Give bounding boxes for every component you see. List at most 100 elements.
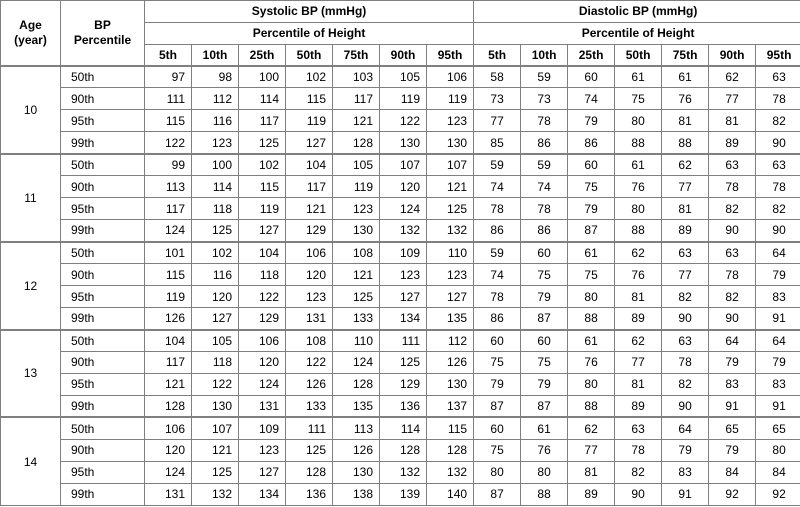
systolic-value-cell: 130 xyxy=(425,372,475,396)
diastolic-value-cell: 88 xyxy=(614,131,663,155)
systolic-value-cell: 99 xyxy=(144,152,192,177)
diastolic-value-cell: 77 xyxy=(567,438,616,462)
diastolic-value-cell: 79 xyxy=(755,350,800,374)
diastolic-value-cell: 91 xyxy=(755,394,800,418)
diastolic-value-cell: 80 xyxy=(755,438,800,462)
diastolic-value-cell: 88 xyxy=(567,307,616,331)
systolic-value-cell: 121 xyxy=(191,438,239,462)
systolic-value-cell: 111 xyxy=(379,328,427,352)
diastolic-value-cell: 79 xyxy=(661,438,710,462)
diastolic-value-cell: 81 xyxy=(614,372,663,396)
diastolic-value-cell: 76 xyxy=(614,175,663,199)
diastolic-value-cell: 58 xyxy=(473,64,522,89)
systolic-value-cell: 107 xyxy=(379,152,427,177)
diastolic-value-cell: 81 xyxy=(661,109,710,133)
systolic-value-cell: 119 xyxy=(425,87,475,111)
diastolic-value-cell: 74 xyxy=(473,263,522,287)
systolic-value-cell: 128 xyxy=(332,372,380,396)
diastolic-value-cell: 77 xyxy=(661,263,710,287)
systolic-value-cell: 120 xyxy=(191,285,239,309)
diastolic-value-cell: 62 xyxy=(614,240,663,265)
diastolic-value-cell: 78 xyxy=(473,197,522,221)
diastolic-value-cell: 63 xyxy=(708,240,757,265)
diastolic-value-cell: 90 xyxy=(661,307,710,331)
diastolic-value-cell: 87 xyxy=(473,482,522,507)
systolic-value-cell: 130 xyxy=(379,131,427,155)
systolic-value-cell: 117 xyxy=(285,175,333,199)
diastolic-value-cell: 63 xyxy=(755,152,800,177)
systolic-value-cell: 104 xyxy=(285,152,333,177)
systolic-value-cell: 121 xyxy=(144,372,192,396)
diastolic-value-cell: 80 xyxy=(520,460,569,484)
diastolic-value-cell: 63 xyxy=(661,240,710,265)
diastolic-value-cell: 88 xyxy=(567,394,616,418)
diastolic-value-cell: 75 xyxy=(520,263,569,287)
diastolic-value-cell: 79 xyxy=(708,438,757,462)
height-percentile-row: 5th 10th 25th 50th 75th 90th 95th 5th 10th 25th 50… xyxy=(1,43,800,67)
diastolic-value-cell: 82 xyxy=(614,460,663,484)
systolic-value-cell: 119 xyxy=(144,285,192,309)
systolic-value-cell: 105 xyxy=(191,328,239,352)
systolic-value-cell: 119 xyxy=(285,109,333,133)
diastolic-value-cell: 74 xyxy=(567,87,616,111)
bp-percentile-cell: 95th xyxy=(60,109,145,133)
diastolic-value-cell: 91 xyxy=(708,394,757,418)
bp-percentile-cell: 95th xyxy=(60,460,145,484)
systolic-value-cell: 114 xyxy=(191,175,239,199)
table-row: 95th 121 122 124 126 128 129 130 79 79 80 81 82 83 83 xyxy=(1,372,800,396)
diastolic-value-cell: 84 xyxy=(755,460,800,484)
systolic-value-cell: 131 xyxy=(144,482,192,507)
diastolic-value-cell: 63 xyxy=(708,152,757,177)
diastolic-value-cell: 84 xyxy=(708,460,757,484)
diastolic-value-cell: 80 xyxy=(614,109,663,133)
systolic-value-cell: 128 xyxy=(285,460,333,484)
diastolic-value-cell: 90 xyxy=(614,482,663,507)
systolic-value-cell: 119 xyxy=(379,87,427,111)
diastolic-value-cell: 61 xyxy=(520,416,569,440)
dia-height-col-header: 75th xyxy=(661,43,710,67)
systolic-value-cell: 117 xyxy=(332,87,380,111)
diastolic-value-cell: 62 xyxy=(708,64,757,89)
systolic-value-cell: 119 xyxy=(238,197,286,221)
diastolic-value-cell: 89 xyxy=(661,219,710,243)
systolic-value-cell: 107 xyxy=(425,152,475,177)
systolic-value-cell: 129 xyxy=(285,219,333,243)
bp-percentile-cell: 99th xyxy=(60,482,145,507)
systolic-value-cell: 132 xyxy=(425,219,475,243)
diastolic-value-cell: 60 xyxy=(567,64,616,89)
age-cell: 14 xyxy=(0,416,61,507)
systolic-value-cell: 111 xyxy=(285,416,333,440)
systolic-value-cell: 124 xyxy=(144,460,192,484)
diastolic-value-cell: 91 xyxy=(755,307,800,331)
diastolic-value-cell: 61 xyxy=(567,240,616,265)
systolic-value-cell: 134 xyxy=(238,482,286,507)
diastolic-value-cell: 79 xyxy=(708,350,757,374)
systolic-value-cell: 123 xyxy=(238,438,286,462)
systolic-value-cell: 112 xyxy=(425,328,475,352)
systolic-value-cell: 120 xyxy=(144,438,192,462)
systolic-value-cell: 130 xyxy=(332,219,380,243)
diastolic-value-cell: 63 xyxy=(614,416,663,440)
diastolic-value-cell: 89 xyxy=(614,307,663,331)
table-row: 11 50th 99 100 102 104 105 107 107 59 59 60 61 62 63 63 xyxy=(0,152,800,243)
systolic-value-cell: 107 xyxy=(191,416,239,440)
diastolic-value-cell: 62 xyxy=(567,416,616,440)
systolic-value-cell: 123 xyxy=(379,263,427,287)
systolic-value-cell: 138 xyxy=(332,482,380,507)
systolic-value-cell: 111 xyxy=(144,87,192,111)
diastolic-value-cell: 89 xyxy=(708,131,757,155)
systolic-value-cell: 97 xyxy=(144,64,192,89)
diastolic-value-cell: 78 xyxy=(614,438,663,462)
systolic-value-cell: 132 xyxy=(191,482,239,507)
systolic-value-cell: 133 xyxy=(285,394,333,418)
diastolic-value-cell: 79 xyxy=(520,285,569,309)
diastolic-value-cell: 65 xyxy=(708,416,757,440)
systolic-value-cell: 128 xyxy=(425,438,475,462)
diastolic-value-cell: 78 xyxy=(708,175,757,199)
bp-percentile-cell: 99th xyxy=(60,131,145,155)
diastolic-value-cell: 79 xyxy=(473,372,522,396)
diastolic-value-cell: 78 xyxy=(661,350,710,374)
age-header-line1: Age xyxy=(19,17,42,32)
systolic-value-cell: 102 xyxy=(285,64,333,89)
systolic-value-cell: 130 xyxy=(425,131,475,155)
